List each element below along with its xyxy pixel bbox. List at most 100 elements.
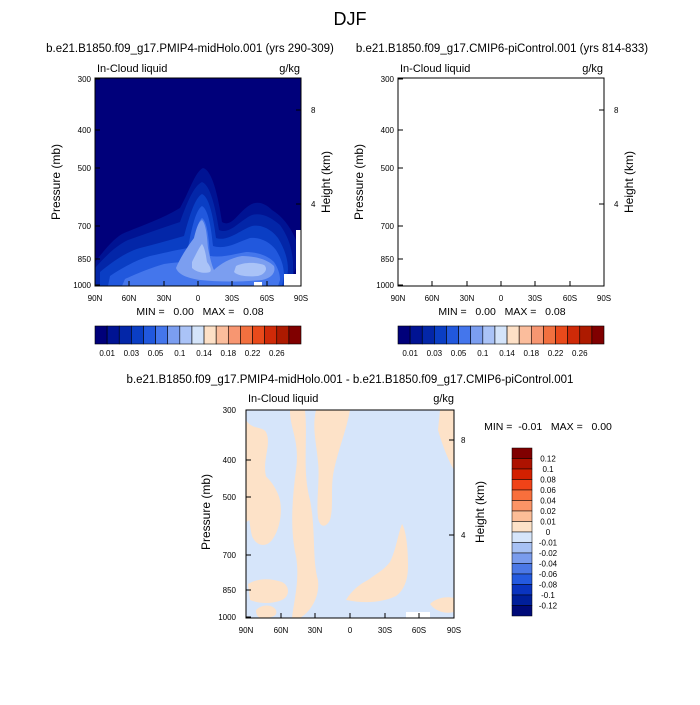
- panel-difference-height-ticks: 8 4: [449, 436, 466, 540]
- contour-level-6: [479, 220, 578, 282]
- missing-data-region: [557, 226, 604, 286]
- colorbar-box: [511, 573, 533, 585]
- colorbar-box: [94, 325, 108, 345]
- colorbar-box: [511, 500, 533, 512]
- ytick-label: 300: [381, 75, 395, 84]
- ytick-label: 1000: [73, 281, 91, 290]
- colorbar-label: 0.04: [540, 497, 556, 506]
- panel-midholo-case-label: b.e21.B1850.f09_g17.PMIP4-midHolo.001 (y…: [46, 43, 334, 55]
- colorbar-box: [143, 325, 156, 345]
- colorbar-label: 0.14: [499, 349, 515, 358]
- panel-picontrol: b.e21.B1850.f09_g17.CMIP6-piControl.001 …: [352, 43, 648, 358]
- panel-difference-yticks: 300 400 500 700 850 1000: [218, 406, 251, 622]
- colorbar-box: [567, 325, 581, 345]
- xtick-label: 0: [499, 294, 504, 303]
- colorbar-box: [518, 325, 532, 345]
- colorbar-box: [118, 325, 132, 345]
- colorbar-label: 0.26: [269, 349, 285, 358]
- colorbar-label: -0.01: [539, 539, 558, 548]
- colorbar-box: [591, 325, 605, 345]
- colorbar-label: 0.01: [402, 349, 418, 358]
- colorbar-box: [191, 325, 205, 345]
- diff-level-pos-small-e: [248, 579, 288, 603]
- diff-level-pos-small-b: [248, 470, 281, 545]
- panel-midholo-height-ticks: 8 4: [296, 106, 316, 209]
- colorbar-box: [470, 325, 484, 345]
- xtick-label: 60N: [122, 294, 137, 303]
- panel-picontrol-yticks: 300 400 500 700 850 1000: [376, 75, 403, 290]
- colorbar-box: [511, 542, 533, 554]
- contour-level-7b: [537, 263, 569, 276]
- panel-midholo: b.e21.B1850.f09_g17.PMIP4-midHolo.001 (y…: [46, 43, 334, 358]
- colorbar-box: [511, 531, 533, 543]
- colorbar-label: -0.1: [541, 591, 555, 600]
- colorbar-box: [543, 325, 556, 345]
- ytick-label: 500: [381, 164, 395, 173]
- colorbar-box: [421, 325, 435, 345]
- colorbar-box: [482, 325, 496, 345]
- xtick-label: 60N: [425, 294, 440, 303]
- colorbar-box: [227, 325, 241, 345]
- panel-picontrol-case-label: b.e21.B1850.f09_g17.CMIP6-piControl.001 …: [356, 43, 648, 55]
- ytick-label: 850: [381, 255, 395, 264]
- colorbar-label: 0.12: [540, 455, 556, 464]
- colorbar-label: 0.05: [148, 349, 164, 358]
- colorbar-box: [511, 489, 533, 501]
- diff-level-pos-small-i: [430, 597, 454, 613]
- colorbar-box: [215, 325, 229, 345]
- xtick-label: 0: [348, 626, 353, 635]
- colorbar-box: [106, 325, 120, 345]
- panel-picontrol-colorbar: [397, 325, 605, 345]
- xtick-label: 90S: [447, 626, 461, 635]
- colorbar-label: 0.1: [477, 349, 489, 358]
- height-tick-label: 8: [614, 106, 619, 115]
- xtick-label: 30S: [378, 626, 392, 635]
- xtick-label: 30N: [308, 626, 323, 635]
- colorbar-label: 0.06: [540, 486, 556, 495]
- colorbar-box: [155, 325, 169, 345]
- panel-midholo-stats: MIN = 0.00 MAX = 0.08: [136, 306, 263, 318]
- diff-level-pos-small-d: [314, 410, 350, 526]
- contour-level-7: [192, 244, 211, 273]
- figure-title: DJF: [334, 9, 367, 29]
- colorbar-label: -0.06: [539, 570, 558, 579]
- colorbar-label: 0: [546, 528, 551, 537]
- panel-difference-xticks: 90N 60N 30N 0 30S 60S 90S: [239, 613, 461, 635]
- xtick-label: 60S: [260, 294, 274, 303]
- panel-picontrol-ylabel-right: Height (km): [622, 151, 636, 213]
- panel-difference-variable: In-Cloud liquid: [248, 393, 318, 405]
- missing-data-region: [254, 230, 301, 286]
- contour-level-4: [411, 206, 587, 286]
- colorbar-box: [511, 605, 533, 617]
- colorbar-box: [511, 584, 533, 596]
- panel-picontrol-stats: MIN = 0.00 MAX = 0.08: [438, 306, 565, 318]
- colorbar-label: 0.03: [124, 349, 140, 358]
- colorbar-box: [167, 325, 181, 345]
- xtick-label: 30S: [528, 294, 542, 303]
- xtick-label: 60N: [274, 626, 289, 635]
- colorbar-box: [511, 510, 533, 522]
- colorbar-box: [511, 468, 533, 480]
- panel-picontrol-contour-field: [398, 78, 604, 286]
- xtick-label: 30S: [225, 294, 239, 303]
- xtick-label: 90S: [597, 294, 611, 303]
- panel-midholo-contour-field: [95, 78, 301, 286]
- colorbar-box: [288, 325, 302, 345]
- ytick-label: 700: [78, 222, 92, 231]
- panel-midholo-yticks: 300 400 500 700 850 1000: [73, 75, 100, 290]
- contour-level-0: [398, 78, 604, 286]
- colorbar-label: 0.14: [196, 349, 212, 358]
- ytick-label: 700: [223, 551, 237, 560]
- xtick-label: 90N: [239, 626, 254, 635]
- colorbar-box: [511, 447, 533, 459]
- colorbar-label: -0.02: [539, 549, 558, 558]
- colorbar-label: 0.08: [540, 476, 556, 485]
- ytick-label: 500: [78, 164, 92, 173]
- colorbar-box: [511, 479, 533, 491]
- colorbar-box: [555, 325, 568, 345]
- ytick-label: 1000: [376, 281, 394, 290]
- height-tick-label: 4: [614, 200, 619, 209]
- ytick-label: 850: [78, 255, 92, 264]
- xtick-label: 60S: [412, 626, 426, 635]
- colorbar-label: 0.26: [572, 349, 588, 358]
